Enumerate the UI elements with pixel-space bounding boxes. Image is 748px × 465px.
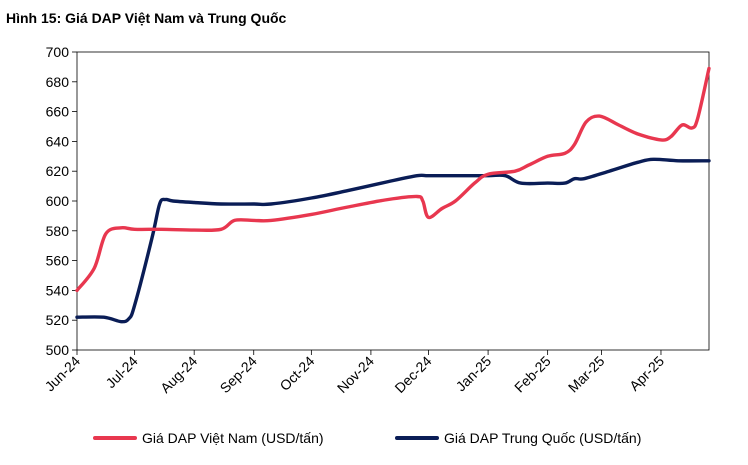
legend: Giá DAP Việt Nam (USD/tấn) Giá DAP Trung … <box>93 430 641 446</box>
x-tick-label: Dec-24 <box>391 353 434 396</box>
y-tick-label: 520 <box>46 312 70 328</box>
x-tick-label: Feb-25 <box>511 353 554 396</box>
series-line-china <box>75 157 711 324</box>
y-tick-label: 660 <box>46 104 70 120</box>
x-tick-label: Nov-24 <box>334 353 377 396</box>
y-tick-label: 600 <box>46 193 70 209</box>
legend-label: Giá DAP Trung Quốc (USD/tấn) <box>444 430 641 446</box>
legend-label: Giá DAP Việt Nam (USD/tấn) <box>142 430 324 446</box>
y-tick-label: 580 <box>46 223 70 239</box>
series-line-vietnam <box>75 66 711 293</box>
x-tick-label: Oct-24 <box>276 353 317 394</box>
x-tick-label: Jul-24 <box>102 353 140 391</box>
x-tick-label: Jun-24 <box>42 353 84 395</box>
y-tick-label: 700 <box>46 44 70 60</box>
y-tick-label: 500 <box>46 342 70 358</box>
chart-title: Hình 15: Giá DAP Việt Nam và Trung Quốc <box>6 10 287 26</box>
y-tick-label: 620 <box>46 163 70 179</box>
y-tick-label: 640 <box>46 133 70 149</box>
x-tick-label: Apr-25 <box>626 353 667 394</box>
x-tick-label: Aug-24 <box>157 353 200 396</box>
x-tick-label: Mar-25 <box>565 353 608 396</box>
y-tick-label: 560 <box>46 253 70 269</box>
y-tick-label: 540 <box>46 282 70 298</box>
y-tick-label: 680 <box>46 74 70 90</box>
x-axis: Jun-24 Jul-24 Aug-24 Sep-24 Oct-24 Nov-24 Dec-… <box>42 350 667 396</box>
y-axis: 500 520 540 560 580 600 620 640 660 680 700 <box>46 44 77 358</box>
series-layer <box>75 66 711 324</box>
x-tick-label: Sep-24 <box>217 353 260 396</box>
x-tick-label: Jan-25 <box>453 353 495 395</box>
